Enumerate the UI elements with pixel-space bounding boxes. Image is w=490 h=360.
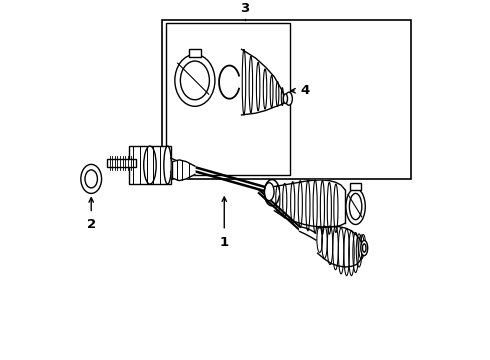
Ellipse shape <box>349 193 362 220</box>
Polygon shape <box>299 226 316 240</box>
Bar <box>166 23 290 175</box>
Polygon shape <box>172 160 195 181</box>
Text: 3: 3 <box>241 2 249 15</box>
Bar <box>129 146 171 184</box>
Bar <box>189 49 201 57</box>
Bar <box>162 20 411 179</box>
Text: 2: 2 <box>87 217 96 231</box>
Ellipse shape <box>361 240 368 256</box>
Ellipse shape <box>363 244 366 252</box>
Ellipse shape <box>175 54 215 106</box>
Ellipse shape <box>264 183 274 201</box>
Ellipse shape <box>85 170 98 188</box>
Ellipse shape <box>286 92 293 105</box>
Ellipse shape <box>144 146 156 184</box>
Text: 1: 1 <box>220 236 229 249</box>
Ellipse shape <box>164 146 171 184</box>
Bar <box>350 183 361 190</box>
Polygon shape <box>242 49 287 115</box>
Polygon shape <box>274 180 345 227</box>
Ellipse shape <box>283 94 288 104</box>
Ellipse shape <box>81 165 101 193</box>
Bar <box>107 159 136 167</box>
Polygon shape <box>318 226 364 267</box>
Text: 4: 4 <box>300 84 310 97</box>
Ellipse shape <box>180 61 209 100</box>
Ellipse shape <box>346 189 365 225</box>
